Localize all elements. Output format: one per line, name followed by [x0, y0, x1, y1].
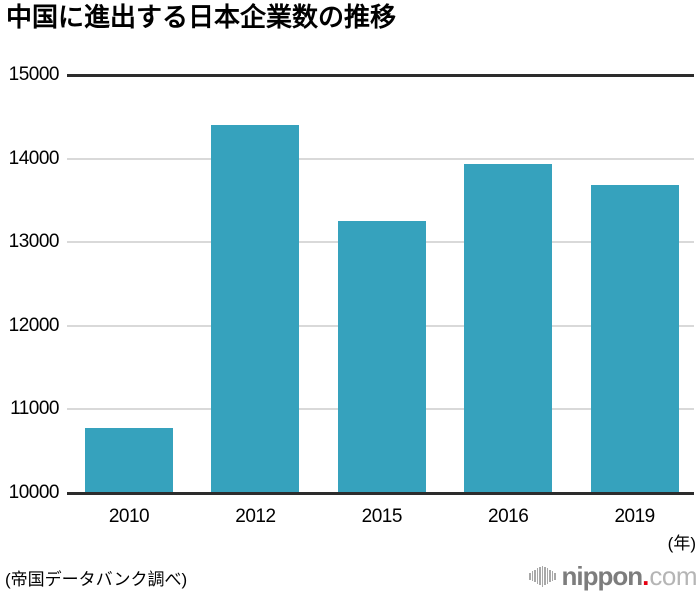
logo-text: nippon. com — [562, 562, 698, 590]
chart-title: 中国に進出する日本企業数の推移 — [6, 2, 397, 32]
waveform-bar — [549, 569, 551, 583]
bar-2012 — [211, 125, 300, 493]
waveform-bar — [531, 571, 533, 581]
waveform-bar — [534, 569, 536, 583]
waveform-bar — [551, 571, 553, 581]
x-axis-label-2015: 2015 — [361, 506, 403, 527]
logo-brand-text: nippon — [561, 561, 644, 591]
waveform-bars-icon — [529, 564, 556, 588]
x-axis-label-2012: 2012 — [235, 506, 276, 527]
y-axis-label-13000: 13000 — [8, 231, 60, 253]
bar-2019 — [590, 184, 679, 493]
logo-dot: . — [642, 561, 650, 591]
waveform-bar — [546, 568, 548, 584]
x-axis-label-2010: 2010 — [108, 506, 150, 527]
waveform-bar — [529, 572, 531, 580]
gridline-15000 — [67, 74, 694, 77]
gridline-10000 — [67, 492, 694, 495]
y-axis-label-11000: 11000 — [10, 398, 59, 420]
y-axis-label-10000: 10000 — [8, 482, 60, 503]
bar-2010 — [85, 427, 173, 493]
y-axis-label-12000: 12000 — [8, 314, 60, 336]
bar-2015 — [337, 221, 426, 493]
waveform-bar — [544, 566, 546, 586]
gridline-14000 — [67, 157, 694, 160]
x-axis-label-2019: 2019 — [614, 506, 655, 527]
source-note: (帝国データバンク調べ) — [5, 570, 188, 589]
nippon-logo: nippon. com — [529, 561, 697, 591]
waveform-bar — [541, 565, 543, 587]
waveform-bar — [554, 572, 556, 580]
x-axis-unit-label: (年) — [667, 534, 696, 553]
x-axis-label-2016: 2016 — [488, 506, 529, 527]
y-axis-label-15000: 15000 — [8, 64, 60, 85]
bar-2016 — [464, 164, 553, 493]
y-axis-label-14000: 14000 — [8, 147, 60, 169]
waveform-bar — [539, 566, 541, 586]
logo-tld-text: com — [649, 561, 697, 591]
waveform-bar — [536, 568, 538, 584]
